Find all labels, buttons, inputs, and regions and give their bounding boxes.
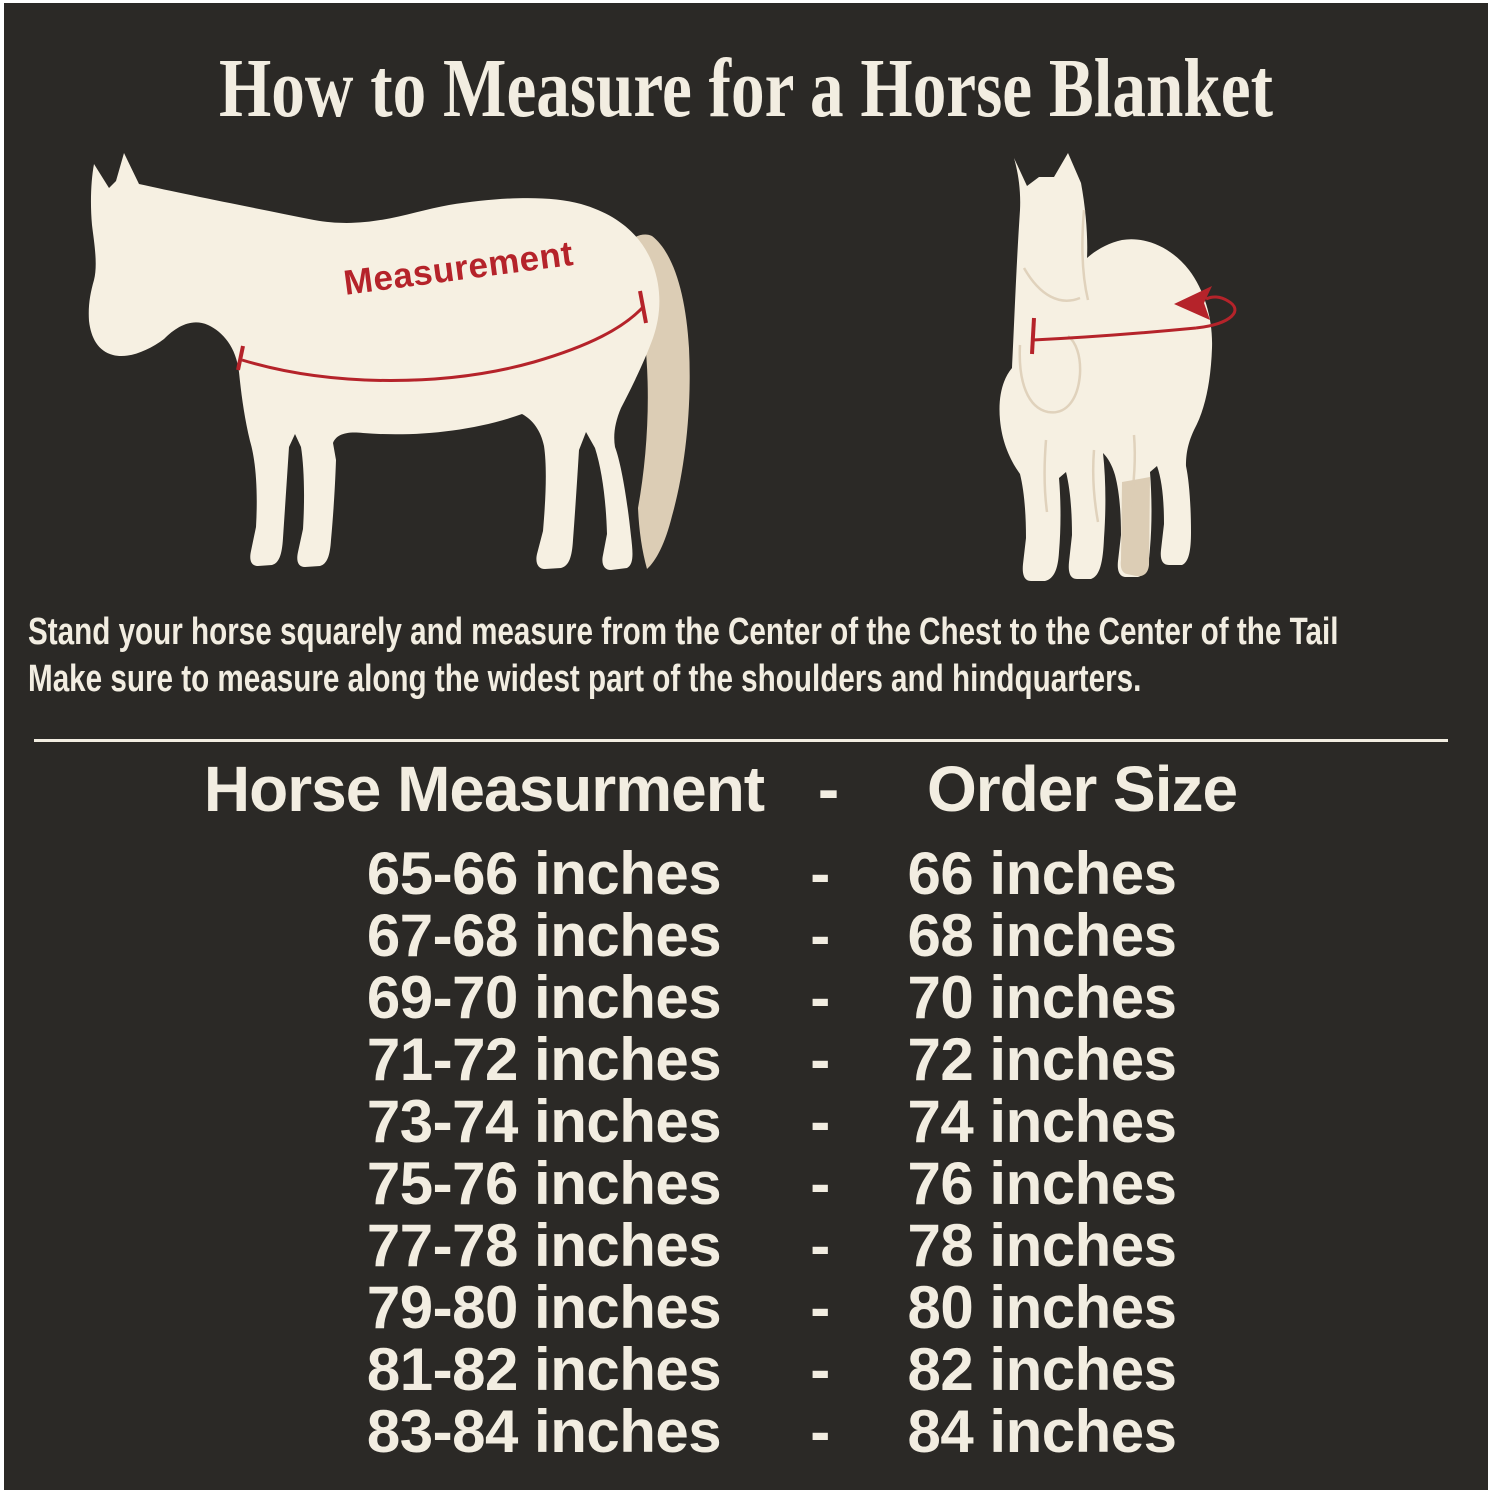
row-separator: - bbox=[810, 1088, 830, 1155]
row-separator: - bbox=[810, 902, 830, 969]
order-size-value: 72 inches bbox=[907, 1026, 1178, 1093]
wrap-arrowhead bbox=[1174, 286, 1212, 320]
row-separator: - bbox=[810, 1274, 830, 1341]
front-chest-tick bbox=[1030, 317, 1036, 355]
order-size-value: 76 inches bbox=[907, 1150, 1178, 1217]
order-size-value: 82 inches bbox=[907, 1336, 1178, 1403]
horse-measurement-value: 79-80 inches bbox=[366, 1274, 722, 1341]
row-separator: - bbox=[810, 1212, 830, 1279]
divider-line bbox=[34, 739, 1448, 742]
horse-measurement-value: 69-70 inches bbox=[366, 964, 722, 1031]
horse-measurement-value: 83-84 inches bbox=[366, 1398, 722, 1465]
row-separator: - bbox=[810, 1026, 830, 1093]
instructions-line-1: Stand your horse squarely and measure fr… bbox=[28, 611, 1339, 653]
header-separator: - bbox=[817, 753, 839, 825]
horse-measurement-value: 77-78 inches bbox=[366, 1212, 722, 1279]
horse-measurement-value: 73-74 inches bbox=[366, 1088, 722, 1155]
row-separator: - bbox=[810, 964, 830, 1031]
order-size-value: 74 inches bbox=[907, 1088, 1178, 1155]
horse-measurement-value: 65-66 inches bbox=[366, 840, 722, 907]
measurement-overlay bbox=[236, 286, 1237, 382]
row-separator: - bbox=[810, 1398, 830, 1465]
horse-measurement-value: 75-76 inches bbox=[366, 1150, 722, 1217]
diagram-area: Measurement bbox=[4, 148, 1488, 596]
front-horse-body bbox=[999, 153, 1213, 581]
horse-measurement-value: 67-68 inches bbox=[366, 902, 722, 969]
page-title: How to Measure for a Horse Blanket bbox=[219, 42, 1273, 135]
row-separator: - bbox=[810, 1150, 830, 1217]
horse-measurement-value: 71-72 inches bbox=[366, 1026, 722, 1093]
order-size-value: 80 inches bbox=[907, 1274, 1178, 1341]
size-table-row: 73-74 inches - 74 inches bbox=[4, 1091, 1488, 1153]
size-table-header: Horse Measurment - Order Size bbox=[4, 753, 1488, 825]
side-horse-tail bbox=[624, 234, 690, 569]
row-separator: - bbox=[810, 1336, 830, 1403]
order-size-value: 70 inches bbox=[907, 964, 1178, 1031]
front-horse-detail-lines bbox=[1018, 209, 1137, 523]
front-horse-illustration bbox=[999, 153, 1213, 581]
header-order-column: Order Size bbox=[926, 753, 1238, 825]
size-table-row: 75-76 inches - 76 inches bbox=[4, 1153, 1488, 1215]
order-size-value: 66 inches bbox=[907, 840, 1178, 907]
wrap-arrow-loop bbox=[1195, 295, 1237, 330]
side-tail-tick bbox=[638, 290, 648, 324]
size-table-row: 77-78 inches - 78 inches bbox=[4, 1215, 1488, 1277]
row-separator: - bbox=[810, 840, 830, 907]
size-table-row: 79-80 inches - 80 inches bbox=[4, 1277, 1488, 1339]
order-size-value: 78 inches bbox=[907, 1212, 1178, 1279]
side-chest-tick bbox=[236, 345, 245, 371]
size-table-body: 65-66 inches - 66 inches 67-68 inches - … bbox=[4, 843, 1488, 1463]
order-size-value: 84 inches bbox=[907, 1398, 1178, 1465]
size-table-row: 67-68 inches - 68 inches bbox=[4, 905, 1488, 967]
side-horse-illustration bbox=[88, 153, 690, 570]
size-table-row: 83-84 inches - 84 inches bbox=[4, 1401, 1488, 1463]
front-measurement-line bbox=[1032, 326, 1197, 342]
header-measurement-column: Horse Measurment bbox=[203, 753, 765, 825]
size-table-row: 65-66 inches - 66 inches bbox=[4, 843, 1488, 905]
instructions-line-2: Make sure to measure along the widest pa… bbox=[28, 658, 1142, 700]
size-table-row: 81-82 inches - 82 inches bbox=[4, 1339, 1488, 1401]
infographic-panel: How to Measure for a Horse Blanket bbox=[4, 3, 1488, 1490]
size-table-row: 71-72 inches - 72 inches bbox=[4, 1029, 1488, 1091]
horse-measurement-value: 81-82 inches bbox=[366, 1336, 722, 1403]
side-horse-body bbox=[88, 153, 660, 570]
side-measurement-curve bbox=[241, 304, 646, 382]
size-table-row: 69-70 inches - 70 inches bbox=[4, 967, 1488, 1029]
order-size-value: 68 inches bbox=[907, 902, 1178, 969]
front-horse-shaded-leg bbox=[1120, 477, 1150, 577]
